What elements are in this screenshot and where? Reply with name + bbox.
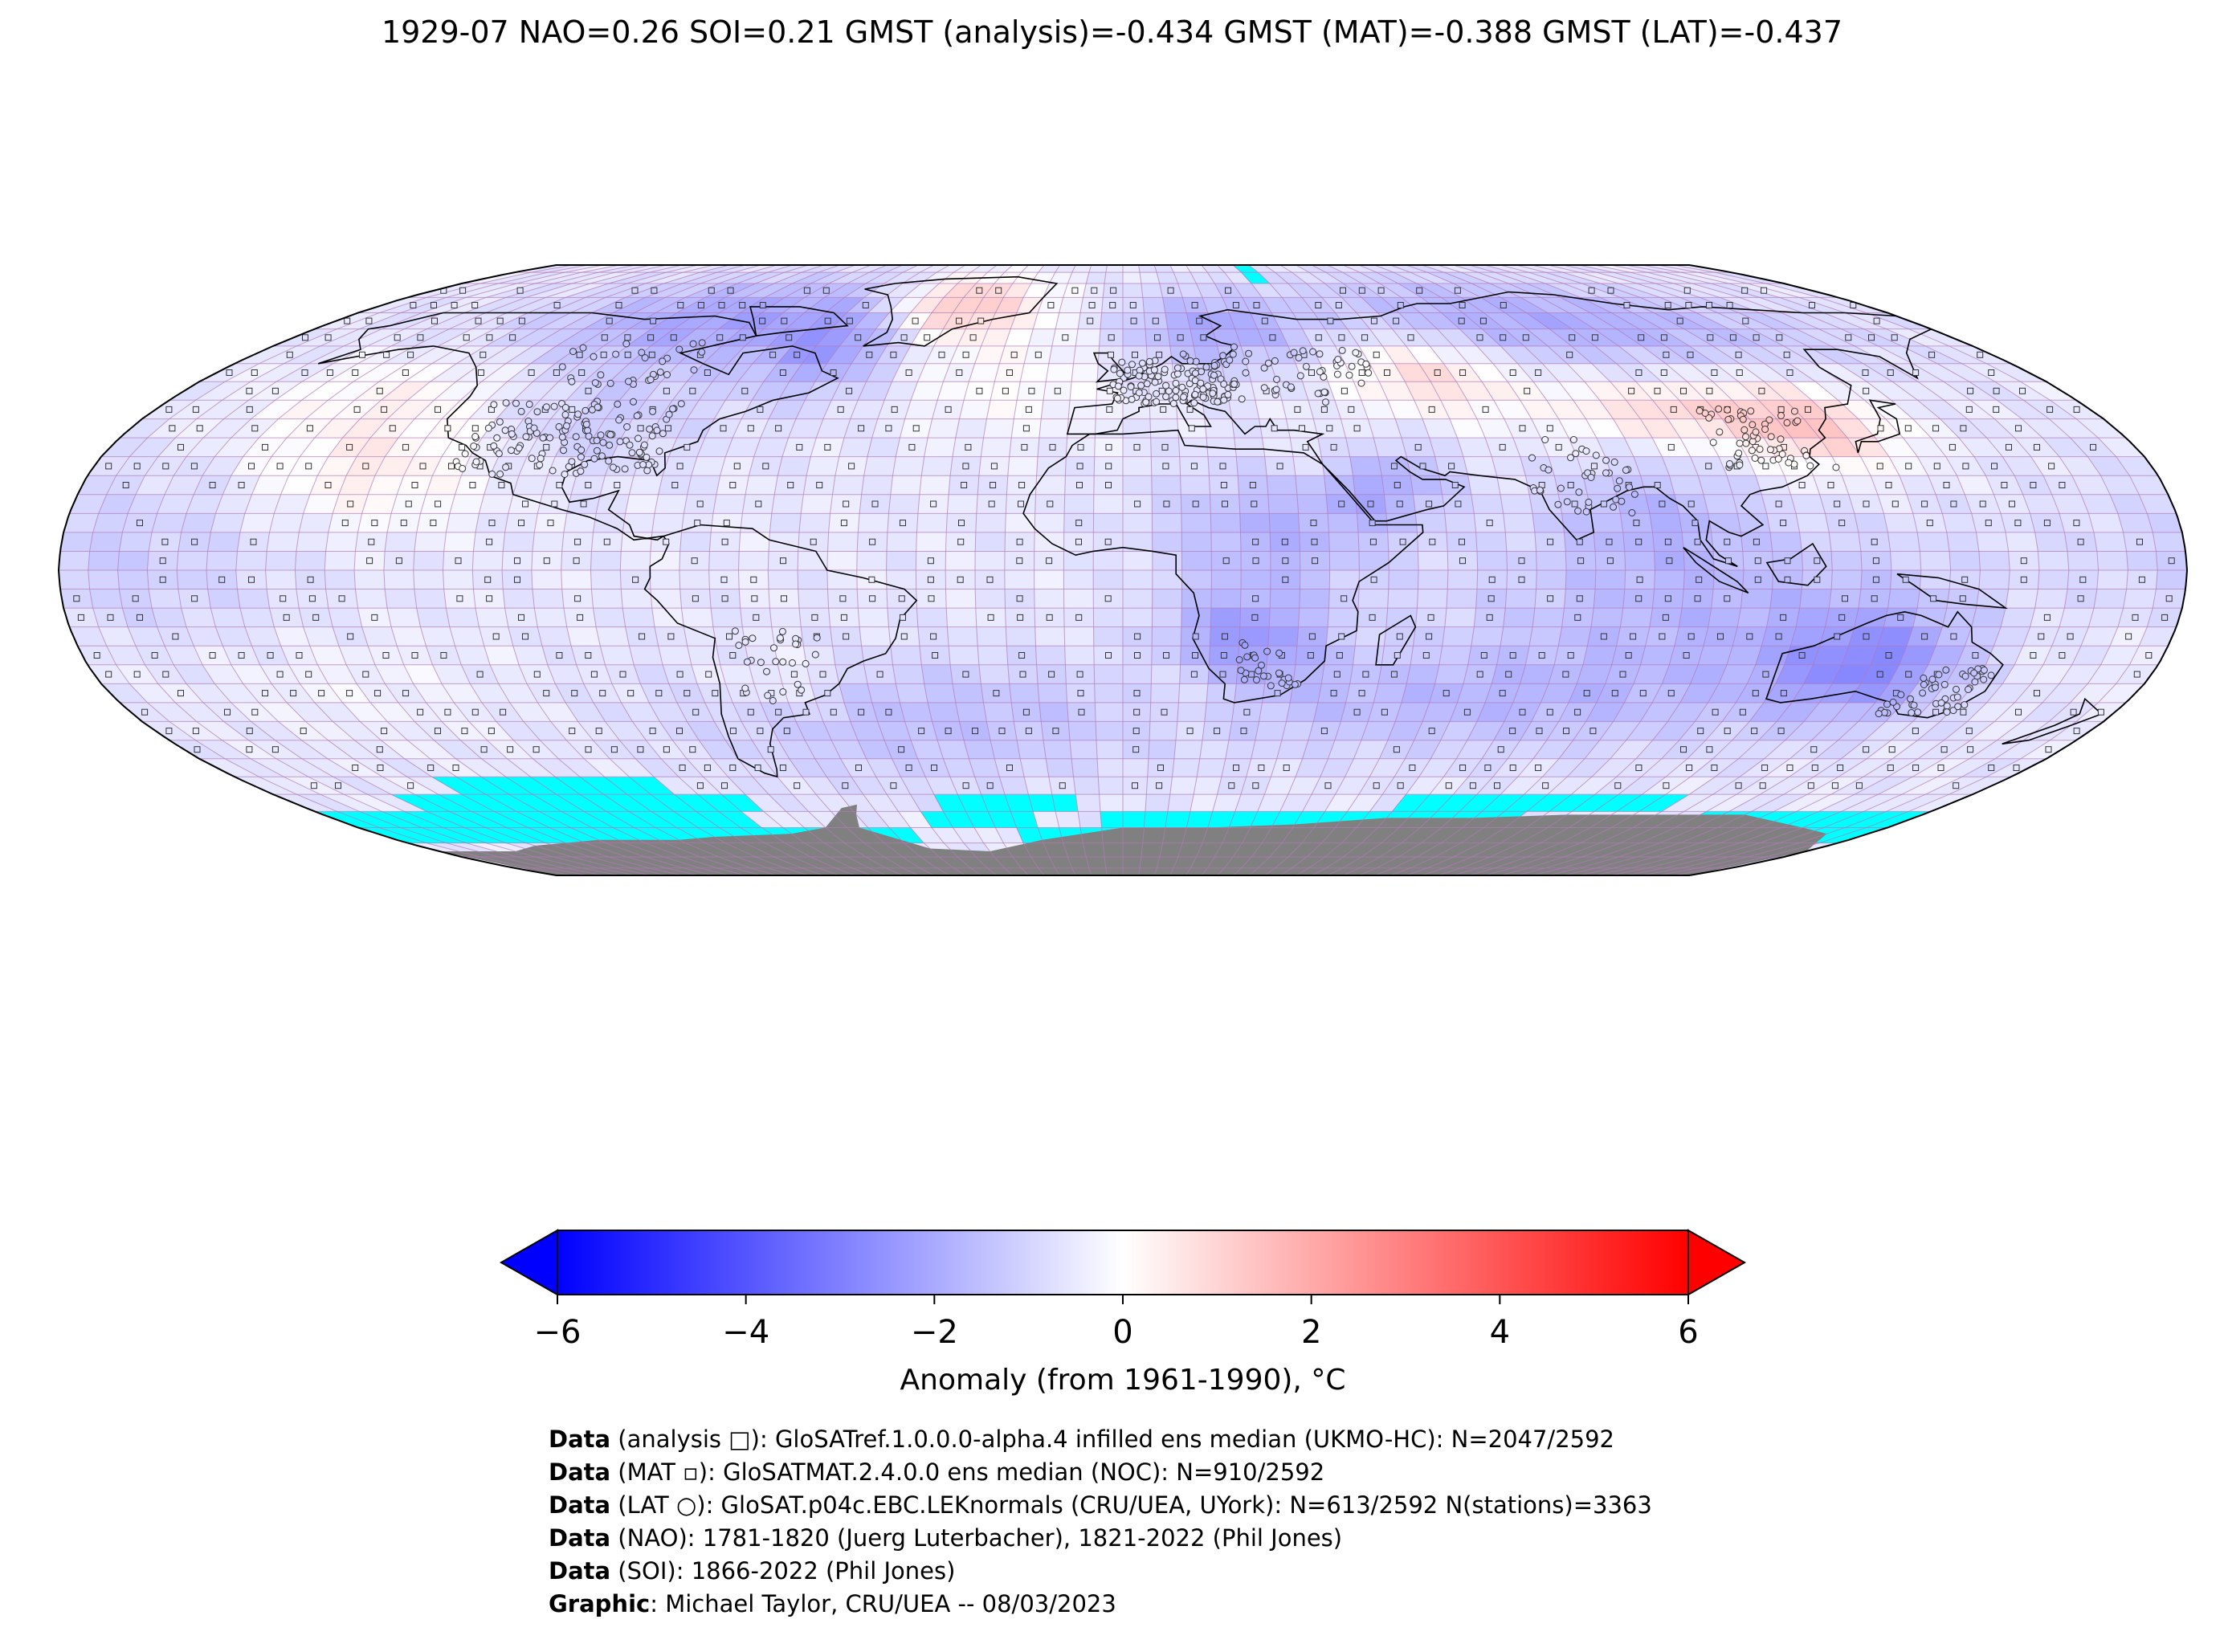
credit-line: Data (analysis □): GloSATref.1.0.0.0-alp… xyxy=(549,1423,1652,1456)
credit-text: : Michael Taylor, CRU/UEA -- 08/03/2023 xyxy=(650,1590,1116,1617)
colorbar-extend-low xyxy=(499,1229,558,1296)
colorbar-tick-label: −4 xyxy=(722,1314,769,1351)
colorbar-extend-high xyxy=(1687,1229,1747,1296)
credit-label: Data xyxy=(549,1557,611,1585)
data-credits: Data (analysis □): GloSATref.1.0.0.0-alp… xyxy=(549,1423,1652,1621)
credit-label: Data xyxy=(549,1491,611,1519)
colorbar-tick-label: −2 xyxy=(911,1314,958,1351)
credit-line: Data (LAT ○): GloSAT.p04c.EBC.LEKnormals… xyxy=(549,1489,1652,1522)
colorbar-ticks: −6 −4 −2 0 2 4 6 xyxy=(534,1295,1699,1351)
credit-label: Data xyxy=(549,1426,611,1453)
colorbar-tick-label: 2 xyxy=(1301,1314,1321,1351)
map-title: 1929-07 NAO=0.26 SOI=0.21 GMST (analysis… xyxy=(381,14,1843,50)
world-map xyxy=(57,264,2189,876)
credit-label: Data xyxy=(549,1524,611,1552)
colorbar-gradient xyxy=(557,1230,1689,1295)
colorbar-tick-label: −6 xyxy=(534,1314,582,1351)
credit-line: Data (NAO): 1781-1820 (Juerg Luterbacher… xyxy=(549,1522,1652,1555)
colorbar-tick-label: 0 xyxy=(1112,1314,1132,1351)
credit-line: Data (MAT ▫): GloSATMAT.2.4.0.0 ens medi… xyxy=(549,1456,1652,1489)
colorbar-tick-label: 6 xyxy=(1678,1314,1698,1351)
credit-text: (NAO): 1781-1820 (Juerg Luterbacher), 18… xyxy=(610,1524,1343,1552)
credit-line: Graphic: Michael Taylor, CRU/UEA -- 08/0… xyxy=(549,1588,1652,1621)
credit-line: Data (SOI): 1866-2022 (Phil Jones) xyxy=(549,1555,1652,1588)
colorbar: −6 −4 −2 0 2 4 6 Anomaly (from 1961-1990), °C xyxy=(499,1229,1747,1397)
credit-label: Graphic xyxy=(549,1590,651,1617)
credit-label: Data xyxy=(549,1458,611,1486)
credit-text: (SOI): 1866-2022 (Phil Jones) xyxy=(610,1557,956,1585)
colorbar-label: Anomaly (from 1961-1990), °C xyxy=(900,1364,1346,1397)
colorbar-tick-label: 4 xyxy=(1490,1314,1510,1351)
credit-text: (LAT ○): GloSAT.p04c.EBC.LEKnormals (CRU… xyxy=(610,1491,1652,1519)
credit-text: (analysis □): GloSATref.1.0.0.0-alpha.4 … xyxy=(610,1426,1615,1453)
credit-text: (MAT ▫): GloSATMAT.2.4.0.0 ens median (N… xyxy=(610,1458,1325,1486)
